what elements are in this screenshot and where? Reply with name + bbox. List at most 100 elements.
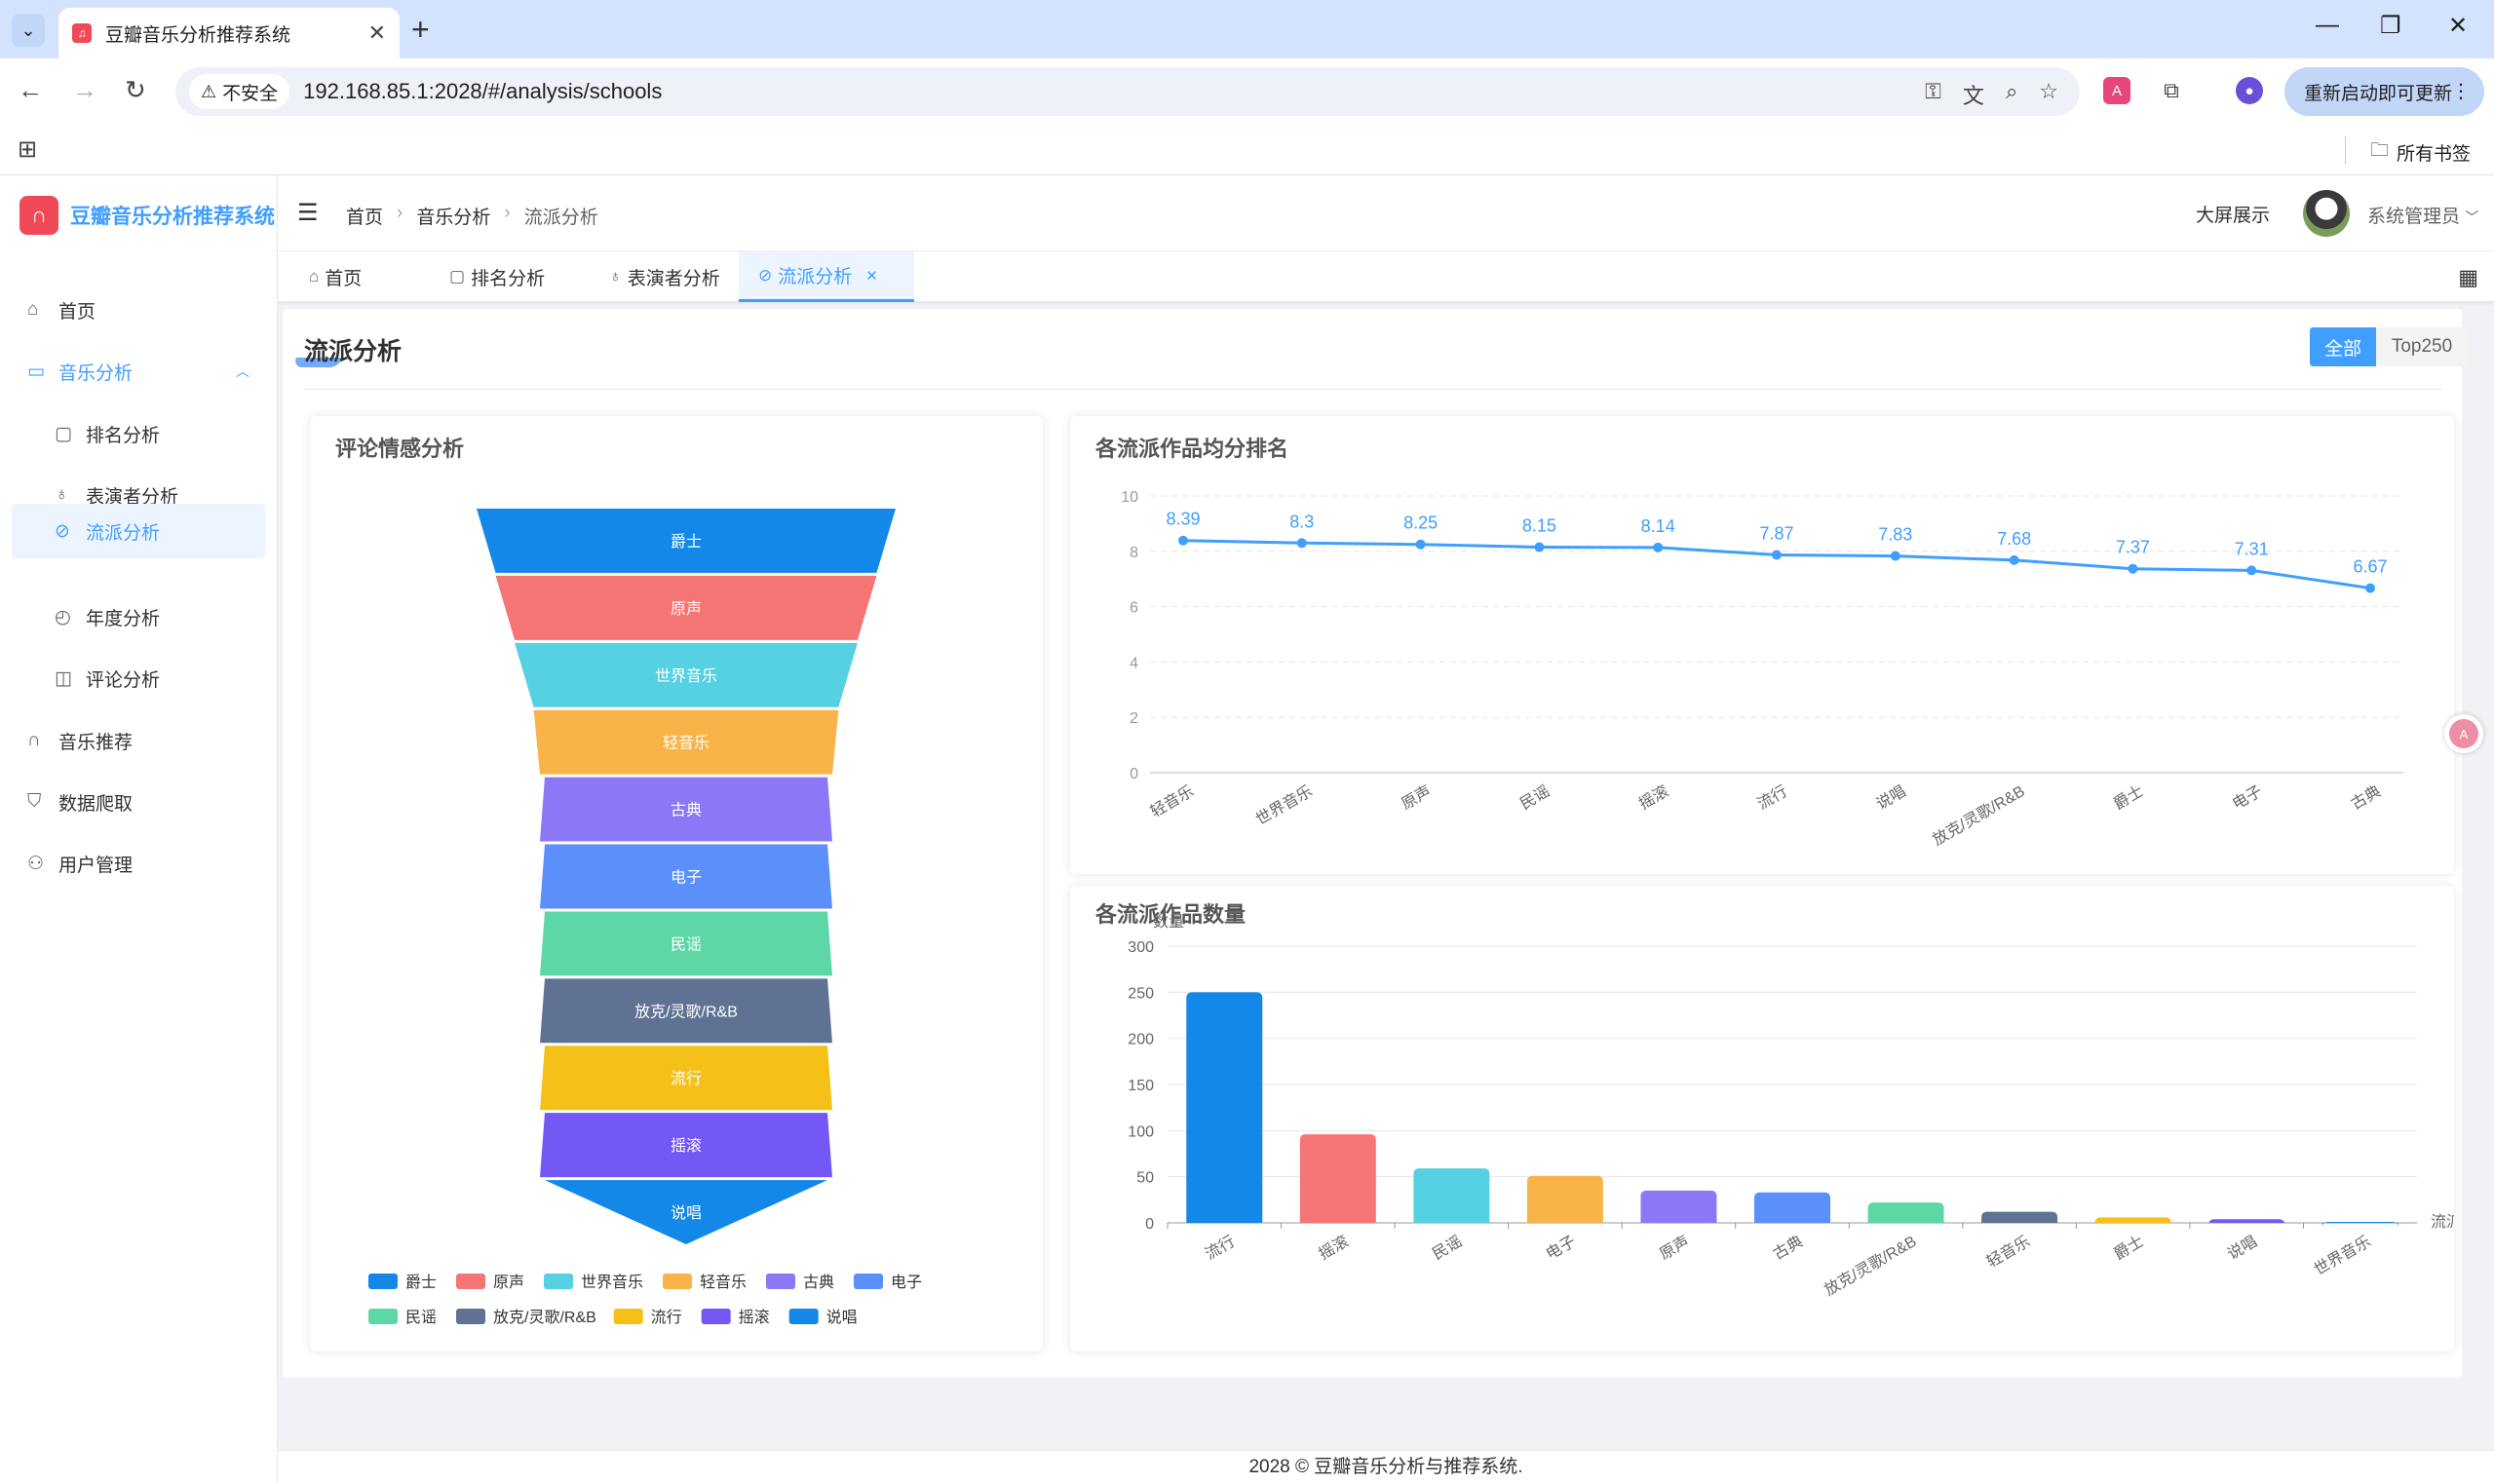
bookmark-star-icon[interactable]: ☆ — [2039, 79, 2058, 103]
tags-view-bar: ⌂ 首页 ▢ 排名分析 ♁ 表演者分析 ⊘ 流派分析 ✕ ▦ — [278, 251, 2494, 302]
tab-search-chevron-icon[interactable]: ⌄ — [12, 14, 45, 47]
y-axis-label: 数量 — [1153, 913, 1184, 931]
sidebar-item-music-analysis[interactable]: ▭ 音乐分析 ︿ — [12, 344, 265, 399]
y-tick-label: 6 — [1130, 600, 1138, 617]
breadcrumb-music-analysis[interactable]: 音乐分析 — [416, 208, 491, 228]
sidebar-item-users[interactable]: ⚇ 用户管理 — [12, 836, 265, 891]
filter-top250-button[interactable]: Top250 — [2376, 327, 2468, 366]
address-bar[interactable]: ⚠ 不安全 192.168.85.1:2028/#/analysis/schoo… — [175, 67, 2080, 116]
back-arrow-icon[interactable]: ← — [18, 75, 43, 104]
funnel-label: 摇滚 — [671, 1137, 702, 1155]
forward-arrow-icon[interactable]: → — [72, 75, 97, 104]
line-point — [2128, 563, 2138, 574]
sidebar-item-ranking[interactable]: ▢ 排名分析 — [12, 406, 265, 461]
legend-swatch — [368, 1309, 398, 1324]
lightbulb-icon: ♁ — [55, 484, 69, 505]
extension-translate-icon[interactable]: A — [2103, 77, 2130, 104]
x-tick-label: 世界音乐 — [1252, 782, 1315, 829]
browser-toolbar: ← → ↻ ⚠ 不安全 192.168.85.1:2028/#/analysis… — [0, 58, 2494, 125]
funnel-label: 爵士 — [671, 533, 702, 551]
user-icon: ⚇ — [27, 853, 45, 874]
x-tick-label: 轻音乐 — [1984, 1233, 2034, 1272]
y-tick-label: 300 — [1128, 939, 1154, 956]
folder-icon: ▢ — [55, 423, 72, 444]
sidebar-item-crawler[interactable]: ⛉ 数据爬取 — [12, 775, 265, 829]
line-point — [1415, 539, 1426, 550]
minimize-icon[interactable]: — — [2316, 12, 2339, 38]
y-tick-label: 50 — [1136, 1170, 1154, 1187]
warning-icon: ⚠ — [201, 81, 217, 101]
password-key-icon[interactable]: ⚿ — [1925, 79, 1941, 103]
y-tick-label: 250 — [1128, 985, 1154, 1002]
data-label: 8.15 — [1522, 516, 1556, 536]
footer: 2028 © 豆瓣音乐分析与推荐系统. — [278, 1450, 2494, 1482]
big-screen-link[interactable]: 大屏展示 — [2196, 206, 2271, 226]
funnel-label: 古典 — [671, 802, 702, 819]
translate-icon[interactable]: 文 — [1962, 84, 1984, 108]
tab-ranking[interactable]: ▢ 排名分析 — [430, 251, 564, 302]
close-tab-icon[interactable]: ✕ — [367, 20, 386, 45]
y-tick-label: 8 — [1130, 545, 1138, 561]
tab-label: 排名分析 — [471, 268, 546, 289]
bar — [1754, 1192, 1830, 1223]
funnel-segment — [540, 1113, 832, 1178]
legend-swatch — [456, 1274, 485, 1289]
funnel-segment — [495, 575, 877, 640]
legend-swatch — [701, 1309, 731, 1324]
funnel-label: 放克/灵歌/R&B — [634, 1003, 738, 1020]
paperclip-icon: ⊘ — [55, 520, 70, 542]
extensions-puzzle-icon[interactable]: ⧉ — [2164, 78, 2179, 102]
more-vert-icon[interactable]: ⋮ — [2451, 81, 2471, 102]
funnel-segment — [477, 509, 896, 573]
line-point — [1890, 551, 1900, 561]
legend-swatch — [766, 1274, 795, 1289]
sidebar-item-performer[interactable]: ♁ 表演者分析 — [12, 468, 265, 522]
grid-menu-icon[interactable]: ▦ — [2458, 265, 2478, 289]
floating-translate-button[interactable]: A — [2444, 714, 2483, 753]
chevron-up-icon: ︿ — [236, 363, 249, 379]
app-logo[interactable]: ∩ 豆瓣音乐分析推荐系统 — [19, 196, 275, 235]
breadcrumb-home[interactable]: 首页 — [346, 208, 384, 228]
profile-avatar-icon[interactable]: ● — [2236, 77, 2263, 104]
sidebar-item-home[interactable]: ⌂ 首页 — [12, 283, 265, 337]
window-close-icon[interactable]: ✕ — [2448, 13, 2469, 39]
all-bookmarks[interactable]: 🗀 所有书签 — [2370, 136, 2471, 168]
app-name: 豆瓣音乐分析推荐系统 — [70, 206, 275, 228]
apps-grid-icon[interactable]: ⊞ — [18, 136, 38, 163]
new-tab-plus-icon[interactable]: + — [411, 12, 430, 47]
y-tick-label: 4 — [1130, 655, 1138, 671]
funnel-label: 流行 — [671, 1070, 702, 1087]
close-tab-icon[interactable]: ✕ — [865, 267, 878, 285]
line-point — [1653, 542, 1664, 552]
tab-performer[interactable]: ♁ 表演者分析 — [590, 251, 740, 302]
menu-toggle-icon[interactable]: ☰ — [297, 200, 319, 226]
reload-icon[interactable]: ↻ — [125, 75, 146, 104]
paperclip-icon: ⊘ — [758, 265, 773, 285]
tab-label: 首页 — [325, 268, 363, 289]
sidebar-item-label: 数据爬取 — [58, 793, 134, 815]
sidebar-item-recommend[interactable]: ∩ 音乐推荐 — [12, 713, 265, 768]
line-point — [2009, 554, 2019, 565]
legend-swatch — [544, 1274, 573, 1289]
data-label: 7.83 — [1878, 525, 1912, 545]
sidebar-item-year[interactable]: ◴ 年度分析 — [12, 590, 265, 644]
legend-label: 说唱 — [826, 1309, 858, 1326]
sidebar-item-comments[interactable]: ◫ 评论分析 — [12, 651, 265, 705]
browser-tab[interactable]: ♫ 豆瓣音乐分析推荐系统 ✕ — [58, 8, 400, 58]
tab-genre[interactable]: ⊘ 流派分析 ✕ — [739, 251, 914, 302]
update-button[interactable]: 重新启动即可更新 ⋮ — [2284, 67, 2484, 116]
sidebar-item-genre[interactable]: ⊘ 流派分析 — [12, 504, 265, 558]
filter-all-button[interactable]: 全部 — [2310, 327, 2376, 366]
zoom-icon[interactable]: ⌕ — [2005, 79, 2018, 103]
basket-icon: ⛉ — [27, 791, 42, 812]
user-menu[interactable]: 系统管理员 ﹀ — [2367, 202, 2478, 228]
restore-icon[interactable]: ❐ — [2380, 13, 2401, 39]
avatar[interactable] — [2303, 190, 2350, 237]
funnel-segment — [540, 911, 832, 976]
url-text[interactable]: 192.168.85.1:2028/#/analysis/schools — [303, 79, 663, 103]
page-title: 流派分析 — [304, 338, 403, 365]
security-chip[interactable]: ⚠ 不安全 — [189, 74, 290, 109]
x-tick-label: 流行 — [1754, 782, 1790, 814]
data-label: 7.87 — [1759, 523, 1793, 543]
tab-home[interactable]: ⌂ 首页 — [289, 251, 381, 302]
